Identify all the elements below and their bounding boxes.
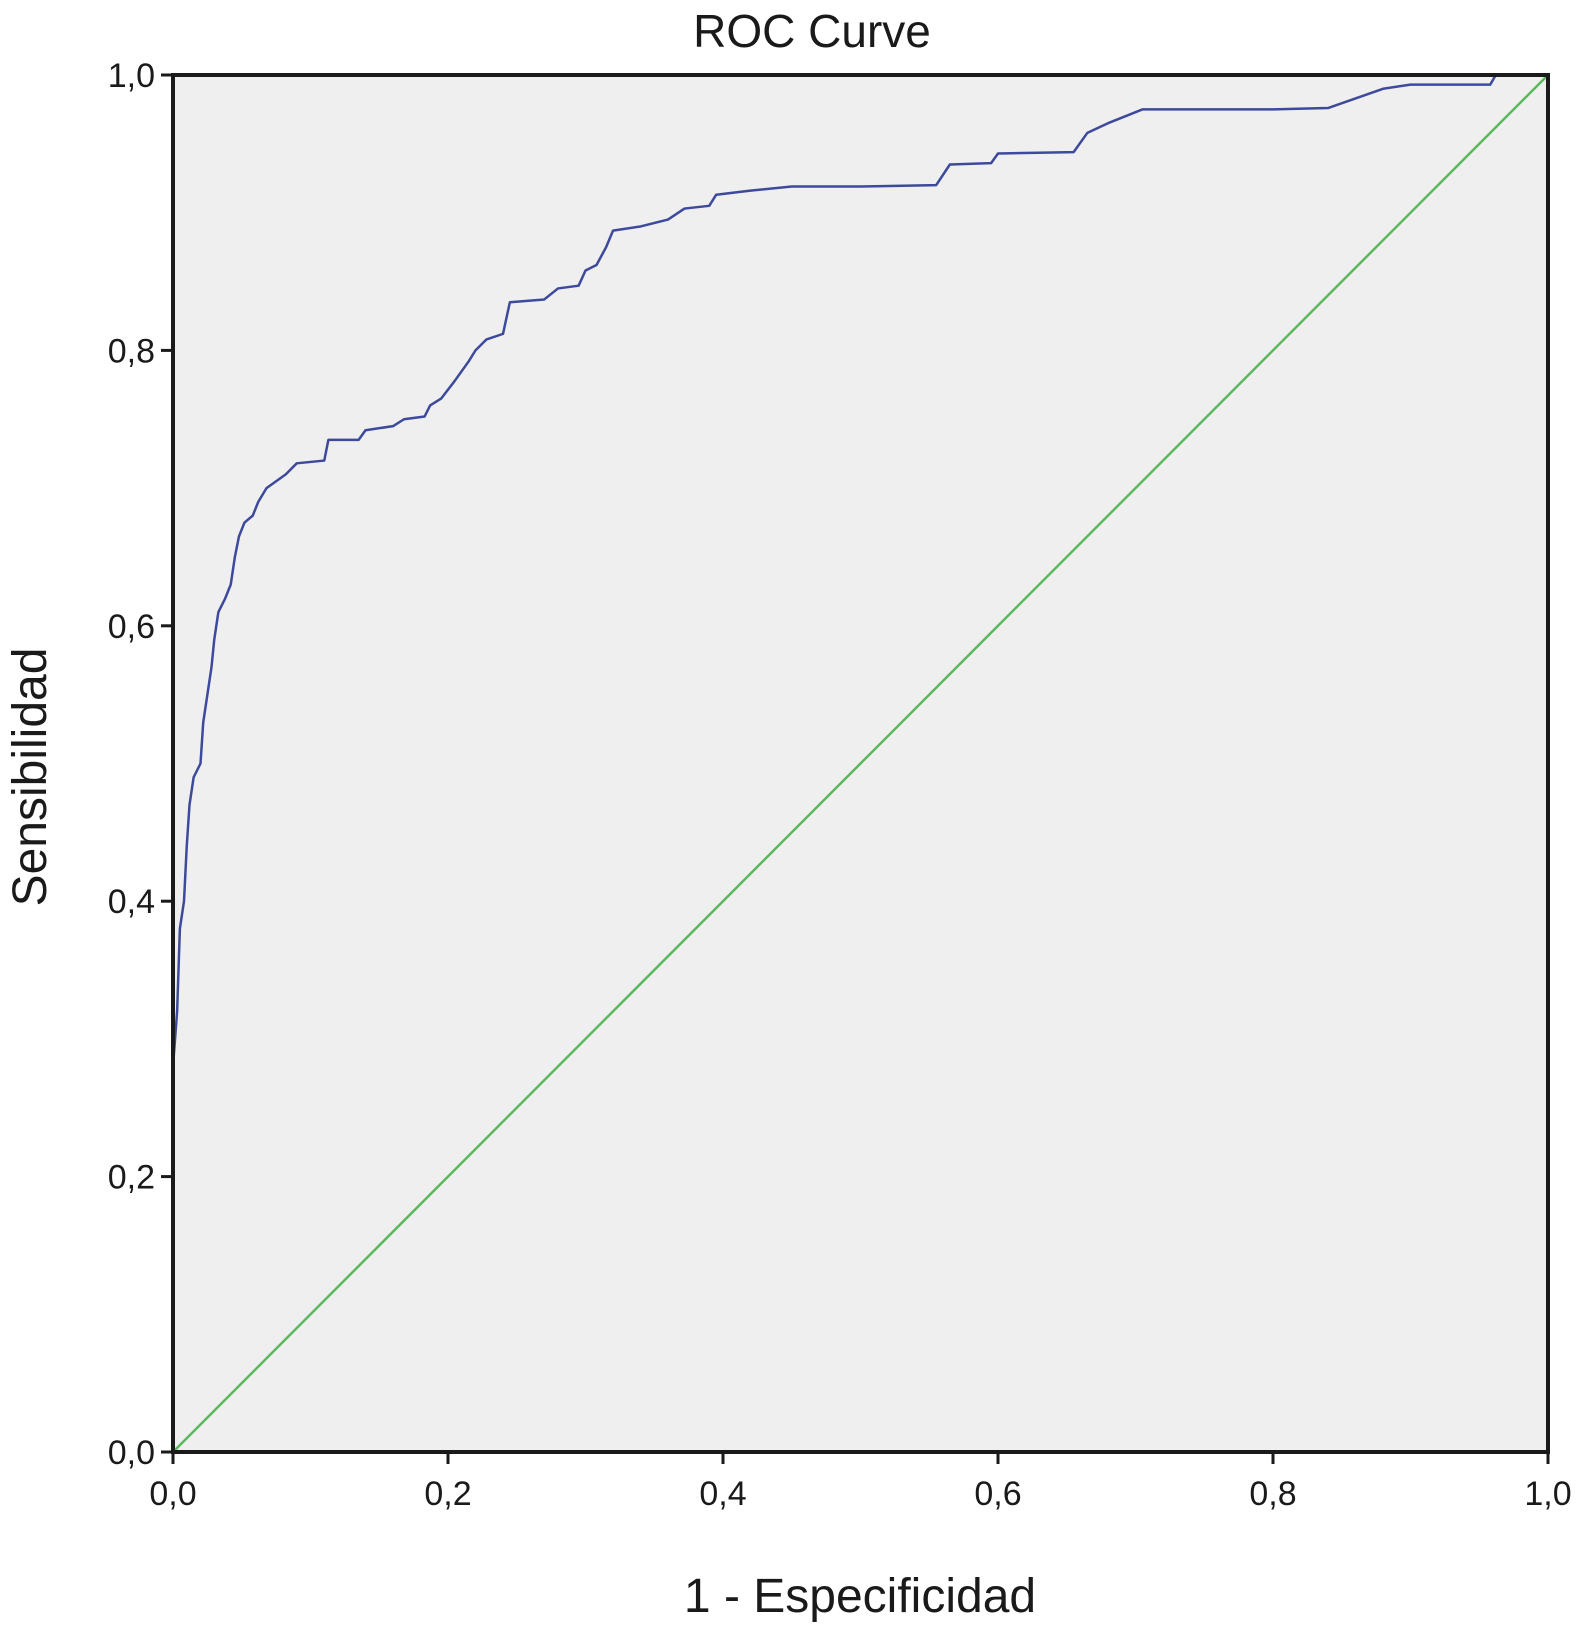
x-tick-label: 0,8 xyxy=(1249,1475,1296,1513)
y-axis: 0,0 0,2 0,4 0,6 0,8 1,0 xyxy=(108,57,173,1472)
y-tick-label: 0,6 xyxy=(108,608,155,646)
y-tick-label: 0,0 xyxy=(108,1434,155,1472)
x-tick-label: 1,0 xyxy=(1524,1475,1571,1513)
y-tick-label: 0,2 xyxy=(108,1159,155,1197)
y-tick-label: 0,4 xyxy=(108,883,155,921)
y-axis-label: Sensibilidad xyxy=(4,648,57,907)
y-tick-label: 0,8 xyxy=(108,332,155,370)
roc-curve-line xyxy=(171,73,1548,1452)
x-axis: 0,0 0,2 0,4 0,6 0,8 1,0 xyxy=(149,1452,1572,1513)
x-tick-label: 0,4 xyxy=(699,1475,746,1513)
plot-frame xyxy=(171,73,1550,1454)
y-tick-label: 1,0 xyxy=(108,57,155,95)
chart-marks xyxy=(171,73,1549,1453)
chart-title: ROC Curve xyxy=(693,5,931,57)
x-tick-label: 0,6 xyxy=(974,1475,1021,1513)
x-axis-label: 1 - Especificidad xyxy=(684,1570,1036,1623)
reference-diagonal-line xyxy=(172,74,1549,1453)
x-tick-label: 0,2 xyxy=(424,1475,471,1513)
x-tick-label: 0,0 xyxy=(149,1475,196,1513)
